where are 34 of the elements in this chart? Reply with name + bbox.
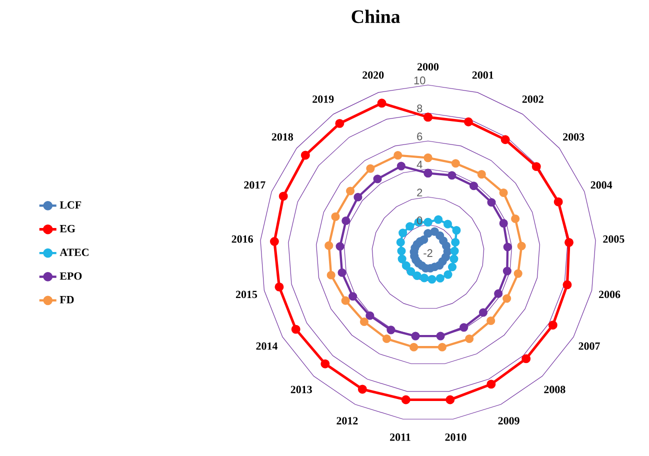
y-tick-label: 0 xyxy=(416,216,422,224)
y-tick-label: 2 xyxy=(417,188,422,196)
spoke-label: 2002 xyxy=(522,95,544,103)
spoke-label: 2019 xyxy=(312,95,334,103)
spoke-label: 2016 xyxy=(232,235,253,243)
legend-label: ATEC xyxy=(60,248,88,256)
spoke-label: 2011 xyxy=(390,433,410,441)
y-tick-label: 6 xyxy=(417,132,422,140)
legend-label: LCF xyxy=(60,201,82,209)
spoke-label: 2000 xyxy=(418,63,439,70)
spoke-label: 2012 xyxy=(336,417,358,424)
spoke-label: 2004 xyxy=(590,181,612,189)
spoke-label: 2020 xyxy=(362,71,384,79)
y-tick-label: 4 xyxy=(416,160,422,168)
spoke-label: 2017 xyxy=(244,181,266,189)
spoke-label: 2015 xyxy=(236,290,258,298)
spoke-label: 2018 xyxy=(272,133,294,141)
y-tick-label: 8 xyxy=(417,104,422,112)
y-tick-label: -2 xyxy=(424,249,432,257)
spoke-label: 2008 xyxy=(544,386,566,394)
spoke-label: 2014 xyxy=(256,342,278,350)
spoke-label: 2001 xyxy=(472,71,494,79)
spoke-label: 2006 xyxy=(599,290,620,298)
spoke-label: 2007 xyxy=(578,342,600,350)
spoke-label: 2009 xyxy=(498,417,520,424)
spoke-label: 2013 xyxy=(290,386,312,394)
spoke-label: 2010 xyxy=(445,433,466,441)
legend-label: FD xyxy=(60,296,74,304)
spoke-label: 2005 xyxy=(603,235,624,243)
y-tick-label: 10 xyxy=(414,76,426,84)
legend-label: EG xyxy=(60,224,76,232)
spoke-label: 2003 xyxy=(563,133,584,141)
chart-title: China xyxy=(352,10,400,24)
legend-label: EPO xyxy=(60,272,82,280)
